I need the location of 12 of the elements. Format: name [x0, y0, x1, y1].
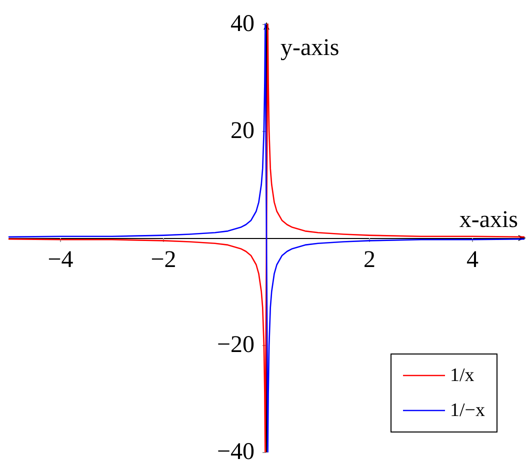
- legend-label: 1/−x: [450, 400, 486, 421]
- y-tick-label: −20: [216, 332, 254, 358]
- y-tick-label: −40: [216, 439, 254, 465]
- y-tick-label: 20: [230, 118, 254, 144]
- legend-label: 1/x: [450, 365, 475, 386]
- y-tick-label: 40: [230, 11, 254, 37]
- x-tick-label: 2: [364, 247, 376, 273]
- x-tick-label: −4: [48, 247, 74, 273]
- x-tick-label: 4: [466, 247, 478, 273]
- y-axis-title: y-axis: [280, 35, 340, 61]
- x-tick-label: −2: [150, 247, 176, 273]
- x-axis-title: x-axis: [459, 207, 518, 233]
